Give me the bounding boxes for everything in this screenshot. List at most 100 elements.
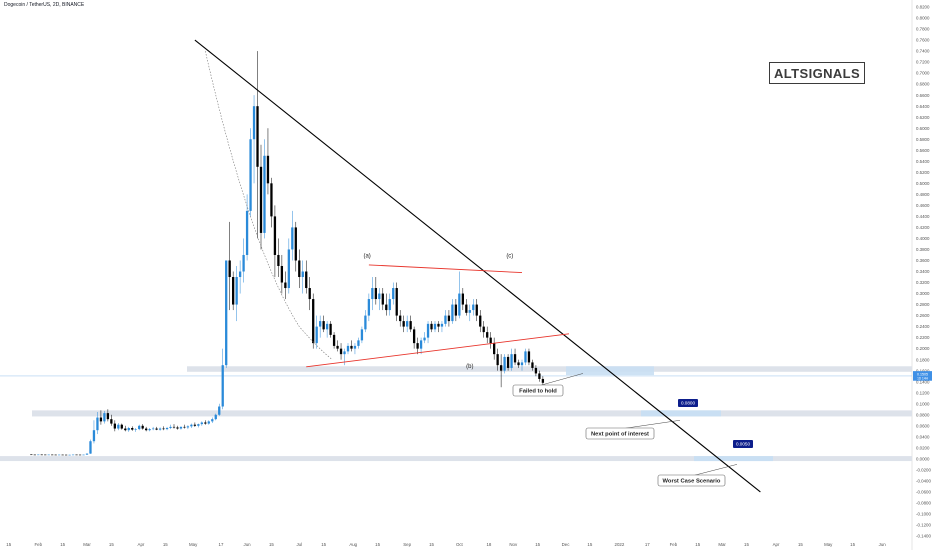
candle-body [468, 310, 471, 313]
y-tick-label: 0.2000 [916, 346, 930, 351]
candle-body [96, 417, 99, 431]
y-tick-label: 0.1000 [916, 401, 930, 406]
candle-body [510, 354, 513, 368]
candle-body [193, 424, 197, 426]
candle-body [527, 351, 531, 363]
candle-body [232, 277, 235, 305]
y-tick-label: 0.7200 [916, 60, 930, 65]
y-tick-label: 0.3000 [916, 291, 930, 296]
y-tick-label: 0.7800 [916, 27, 930, 32]
x-tick-label: 15 [163, 542, 168, 547]
candle-body [200, 422, 203, 425]
callout: Worst Case Scenario [657, 464, 738, 487]
x-tick-label: 15 [269, 542, 274, 547]
candle-body [249, 139, 252, 211]
candle-body [479, 315, 482, 327]
candle-body [325, 323, 329, 330]
x-tick-label: Nov [509, 542, 518, 547]
candle-body [458, 293, 461, 316]
y-tick-label: -0.0200 [916, 467, 931, 472]
trendline [368, 264, 523, 274]
candle-body [162, 428, 165, 430]
candle-body [54, 454, 57, 456]
y-tick-label: 0.8200 [916, 5, 930, 10]
y-tick-label: 0.4200 [916, 225, 930, 230]
x-tick-label: 15 [798, 542, 803, 547]
y-tick-label: 0.6800 [916, 82, 930, 87]
candle-body [131, 427, 134, 430]
x-tick-label: 15 [60, 542, 65, 547]
candle-body [524, 351, 527, 363]
candle-body [395, 288, 398, 316]
candle-body [378, 293, 381, 300]
y-tick-label: 0.6000 [916, 126, 930, 131]
x-tick-label: Feb [34, 542, 42, 547]
target-zones [566, 366, 773, 462]
x-tick-label: Jun [244, 542, 252, 547]
y-tick-label: -0.0800 [916, 501, 931, 506]
candle-body [58, 454, 61, 456]
support-zone [0, 456, 912, 462]
candle-body [322, 321, 325, 330]
candle-body [51, 454, 54, 456]
y-tick-label: 0.4400 [916, 214, 930, 219]
x-tick-label: 15 [587, 542, 592, 547]
candle-body [110, 419, 113, 424]
x-tick-label: 17 [645, 542, 650, 547]
candle-body [430, 323, 433, 330]
candle-body [437, 323, 440, 327]
candle-body [399, 315, 402, 322]
current-price-box [913, 371, 932, 381]
candle-body [534, 367, 538, 374]
y-tick-label: 0.7000 [916, 71, 930, 76]
y-tick-label: 0.3400 [916, 269, 930, 274]
y-tick-label: 0.4600 [916, 203, 930, 208]
y-tick-label: -0.1400 [916, 534, 931, 539]
y-tick-label: -0.0400 [916, 478, 931, 483]
candle-body [308, 288, 311, 300]
x-tick-label: Mar [83, 542, 91, 547]
candle-body [336, 345, 339, 349]
candle-body [92, 430, 96, 442]
candle-body [165, 427, 169, 430]
support-zones [0, 366, 912, 462]
candle-body [409, 321, 412, 330]
candle-body [155, 428, 158, 430]
candle-body [179, 426, 183, 429]
y-tick-label: 0.4000 [916, 236, 930, 241]
y-tick-label: 0.6600 [916, 93, 930, 98]
wave-label: (a) [363, 254, 370, 260]
candle-body [273, 216, 277, 255]
y-tick-label: 0.1400 [916, 379, 930, 384]
price-tag-text: 0.0800 [681, 401, 695, 406]
callout-pointer [691, 464, 738, 477]
candle-body [419, 340, 423, 349]
candle-body [214, 414, 217, 420]
candle-body [381, 293, 384, 305]
candle-body [172, 426, 176, 428]
candle-body [489, 337, 492, 344]
callout-box [512, 384, 564, 397]
candle-body [124, 428, 127, 431]
candle-body [412, 329, 416, 344]
candle-body [350, 345, 353, 349]
support-zone [32, 410, 912, 417]
x-tick-label: 17 [219, 542, 224, 547]
candle-body [339, 348, 343, 355]
price-tag-text: 0.0050 [736, 442, 750, 447]
callout-pointer [537, 373, 584, 387]
x-tick-label: 15 [850, 542, 855, 547]
callout-box [657, 474, 726, 487]
callout-pointer [619, 420, 681, 430]
candle-body [44, 454, 47, 456]
callout-text: Failed to hold [519, 389, 557, 395]
candle-body [218, 406, 221, 415]
candle-body [235, 277, 238, 305]
candle-body [423, 337, 426, 341]
y-axis-labels: 0.8200 0.8000 0.7800 0.7600 0.7400 0.7200 0.70… [916, 5, 931, 539]
candle-body [319, 321, 322, 327]
x-tick-label: Apr [773, 542, 780, 547]
candle-body [360, 329, 364, 341]
